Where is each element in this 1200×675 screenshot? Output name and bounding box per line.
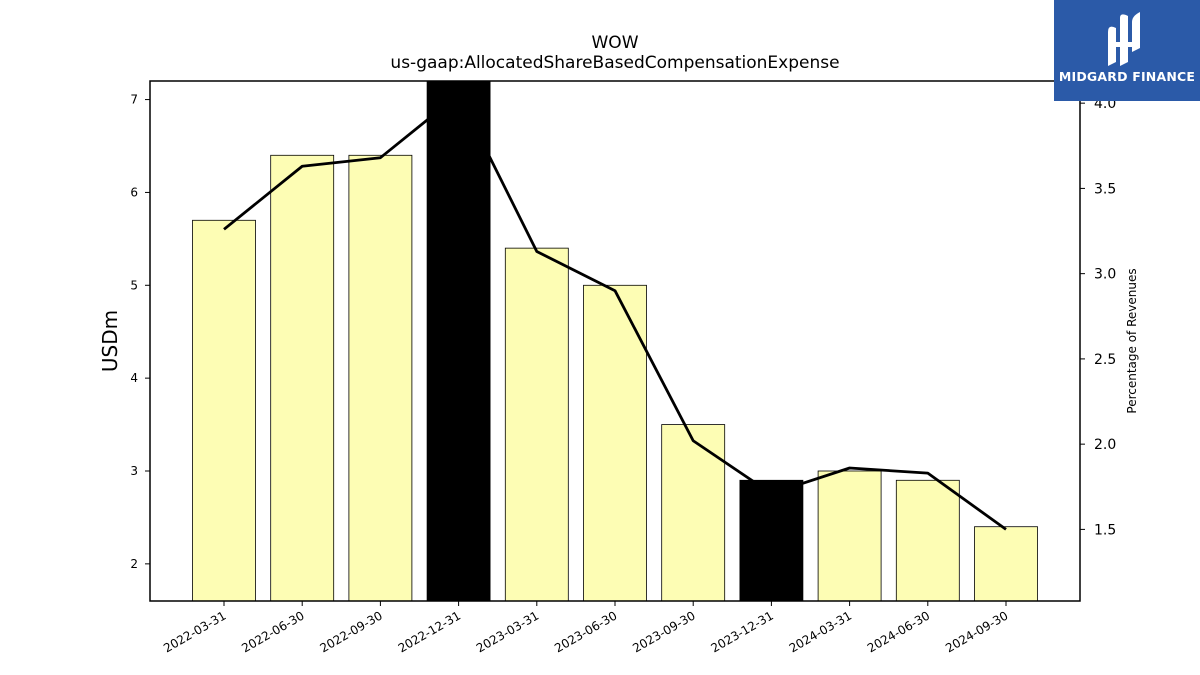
- y-tick-label-right: 2.0: [1094, 437, 1116, 453]
- x-tick-label: 2022-03-31: [161, 608, 228, 655]
- y-tick-label-left: 5: [130, 278, 138, 292]
- y-tick-label-left: 2: [130, 557, 138, 571]
- bar-2024-06-30: [895, 479, 960, 601]
- brand-logo: MIDGARD FINANCE: [1054, 0, 1200, 101]
- x-tick-label: 2024-09-30: [943, 608, 1010, 655]
- x-tick-label: 2023-03-31: [474, 608, 541, 655]
- bar-2022-03-31: [192, 219, 256, 601]
- bar-2023-12-31: [739, 479, 804, 601]
- x-tick-label: 2024-06-30: [865, 608, 932, 655]
- y-tick-label-right: 1.5: [1094, 522, 1116, 538]
- x-tick-label: 2023-12-31: [708, 608, 775, 655]
- y-tick-label-left: 3: [130, 464, 138, 478]
- x-tick-label: 2022-06-30: [239, 608, 306, 655]
- chart-subtitle: us-gaap:AllocatedShareBasedCompensationE…: [390, 53, 839, 73]
- y-tick-label-left: 6: [130, 185, 138, 199]
- bar-2024-03-31: [817, 470, 882, 601]
- bar-series: [192, 81, 1038, 601]
- y-tick-label-right: 3.0: [1094, 267, 1116, 283]
- x-tick-label: 2022-12-31: [396, 608, 463, 655]
- bar-2022-09-30: [348, 154, 413, 601]
- y-axis-label-left: USDm: [98, 310, 122, 372]
- bar-2023-06-30: [583, 284, 647, 601]
- x-tick-label: 2023-09-30: [630, 608, 697, 655]
- y-tick-label-left: 7: [130, 93, 138, 107]
- logo-text: MIDGARD FINANCE: [1058, 69, 1196, 84]
- bar-2023-03-31: [504, 247, 569, 601]
- x-tick-label: 2023-06-30: [552, 608, 619, 655]
- bar-2022-06-30: [270, 154, 335, 601]
- x-tick-label: 2024-03-31: [787, 608, 854, 655]
- midgard-logo-icon: [1108, 12, 1140, 67]
- chart-title: WOW: [592, 33, 639, 53]
- y-tick-label-right: 3.5: [1094, 181, 1116, 197]
- line-series: [223, 93, 1007, 531]
- y-axis-label-right: Percentage of Revenues: [1125, 268, 1139, 413]
- bar-2023-09-30: [661, 424, 726, 601]
- y-tick-label-right: 2.5: [1094, 352, 1116, 368]
- revenue-percentage-line: [223, 93, 1007, 531]
- x-tick-label: 2022-09-30: [317, 608, 384, 655]
- bar-2022-12-31: [426, 81, 491, 601]
- y-tick-label-left: 4: [130, 371, 138, 385]
- bar-2024-09-30: [974, 526, 1038, 601]
